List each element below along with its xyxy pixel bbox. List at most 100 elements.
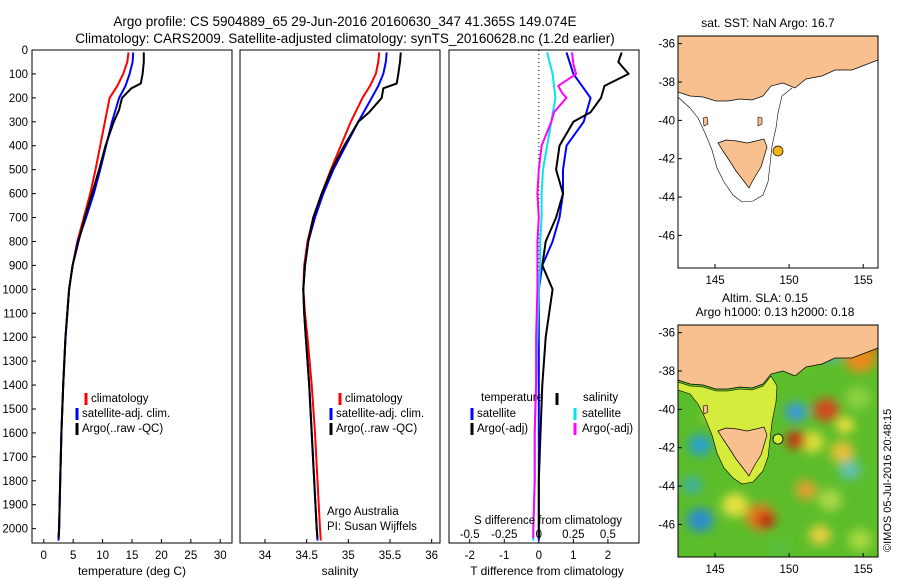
sla-map-panel: Altim. SLA: 0.15 Argo h1000: 0.13 h2000:… [658, 291, 879, 576]
difference-lines [532, 52, 630, 541]
sla-blob [682, 476, 702, 494]
sla-blob [839, 460, 861, 480]
temperature-frame [31, 49, 233, 544]
sst-map-axes: 145 150 155 -36 -38 -40 -42 -44 -46 [658, 39, 872, 287]
depth-tick-label: 100 [9, 69, 28, 81]
temperature-legend: climatology satellite-adj. clim. Argo(..… [75, 393, 170, 435]
lat-tick-label: -46 [658, 519, 675, 531]
salinity-legend: climatology satellite-adj. clim. Argo(..… [329, 393, 424, 435]
lon-tick-label: 155 [854, 564, 873, 576]
shelf-contour [677, 87, 793, 203]
legend-label-satellite: satellite-adj. clim. [82, 408, 170, 420]
header-line-2: Climatology: CARS2009. Satellite-adjuste… [75, 31, 615, 46]
s-tick-label: -0.25 [491, 529, 517, 541]
depth-tick-label: 1900 [2, 500, 28, 512]
header-line-1: Argo profile: CS 5904889_65 29-Jun-2016 … [113, 14, 576, 29]
salinity-x-label: salinity [322, 564, 359, 578]
depth-tick-label: 1600 [2, 428, 28, 440]
depth-tick-label: 300 [9, 117, 28, 129]
depth-tick-label: 1200 [2, 332, 28, 344]
lon-tick-label: 150 [780, 275, 799, 287]
argo-float-marker [772, 433, 784, 445]
sla-map-frame [677, 324, 879, 558]
lat-tick-label: -36 [658, 39, 675, 51]
legend-label-s-satellite: satellite [582, 408, 621, 420]
lat-tick-label: -46 [658, 230, 675, 242]
sla-map-title-2: Argo h1000: 0.13 h2000: 0.18 [696, 305, 855, 319]
temperature-lines [57, 52, 145, 541]
sla-field [678, 325, 878, 557]
series-line-argo-raw-qc- [57, 52, 145, 539]
sla-blob [830, 441, 854, 463]
depth-tick-label: 500 [9, 165, 28, 177]
lat-tick-label: -36 [658, 328, 675, 340]
lat-tick-label: -40 [658, 115, 675, 127]
depth-tick-label: 1400 [2, 380, 28, 392]
x-tick-label: 20 [155, 550, 168, 562]
salinity-panel: 34 34.5 35 35.5 36 salinity climatology sate… [239, 49, 441, 578]
king-island [702, 404, 709, 415]
sla-blob [757, 511, 775, 529]
depth-tick-label: 200 [9, 93, 28, 105]
salinity-frame [239, 49, 441, 544]
depth-tick-label: 600 [9, 189, 28, 201]
x-tick-label: 0 [536, 550, 542, 562]
x-tick-label: 10 [96, 550, 109, 562]
x-tick-label: 15 [126, 550, 139, 562]
temperature-x-label: temperature (deg C) [78, 564, 186, 578]
lat-tick-label: -44 [658, 192, 675, 204]
imos-credit: ©IMOS 05-Jul-2016 20:48:15 [882, 409, 894, 552]
depth-tick-label: 800 [9, 236, 28, 248]
temperature-x-axis: 0 5 10 15 20 25 30 [41, 539, 227, 562]
sla-blob [818, 489, 842, 511]
sla-blob [845, 386, 871, 410]
mainland-australia [678, 325, 878, 390]
depth-tick-label: 1500 [2, 404, 28, 416]
depth-tick-label: 1300 [2, 356, 28, 368]
legend-label-t-argo: Argo(-adj) [477, 423, 528, 435]
s-tick-label: 0.25 [562, 529, 584, 541]
tasmania-island [717, 138, 768, 189]
x-tick-label: 34 [259, 550, 272, 562]
sla-blob [688, 434, 712, 456]
king-island [702, 116, 709, 127]
x-tick-label: 25 [184, 550, 197, 562]
depth-axis: 0 100 200 300 400 500 600 700 800 900 1000 1100 1200… [2, 45, 36, 536]
depth-tick-label: 1100 [3, 308, 28, 320]
x-tick-label: 35.5 [379, 550, 401, 562]
mainland-australia [677, 35, 879, 102]
difference-panel: -2 -1 0 1 2 -0.5 -0.25 0 0.25 0.5 S difference f… [448, 49, 640, 578]
depth-tick-label: 900 [9, 260, 28, 272]
x-tick-label: -1 [499, 550, 509, 562]
t-difference-label: T difference from climatology [470, 564, 624, 578]
x-tick-label: 1 [570, 550, 576, 562]
legend-label-s-argo: Argo(-adj) [582, 423, 633, 435]
sla-blob [795, 480, 817, 500]
legend-label-argo: Argo(..raw -QC) [336, 423, 417, 435]
lat-tick-label: -38 [658, 77, 675, 89]
difference-frame [448, 49, 640, 544]
legend-title-salinity: salinity [583, 392, 618, 404]
depth-tick-label: 2000 [2, 524, 28, 536]
x-tick-label: 34.5 [295, 550, 317, 562]
lat-tick-label: -42 [658, 154, 675, 166]
lat-tick-label: -38 [658, 366, 675, 378]
series-line-t-argo-adj- [537, 52, 630, 539]
credit-pi: PI: Susan Wijffels [327, 521, 417, 533]
flinders-island [757, 116, 763, 127]
depth-tick-label: 1000 [2, 284, 28, 296]
lat-tick-label: -40 [658, 404, 675, 416]
sla-blob [687, 508, 713, 532]
sst-map-frame [677, 35, 879, 269]
sla-map-title-1: Altim. SLA: 0.15 [722, 291, 808, 305]
credit-argo-australia: Argo Australia [327, 506, 399, 518]
legend-label-t-satellite: satellite [477, 408, 516, 420]
sla-blob [786, 431, 806, 449]
legend-label-climatology: climatology [91, 393, 149, 405]
sla-map-axes: 145 150 155 -36 -38 -40 -42 -44 -46 [658, 328, 872, 576]
salinity-lines [302, 52, 402, 541]
lon-tick-label: 155 [854, 275, 873, 287]
x-tick-label: 5 [70, 550, 76, 562]
lon-tick-label: 145 [705, 275, 724, 287]
depth-tick-label: 400 [9, 141, 28, 153]
